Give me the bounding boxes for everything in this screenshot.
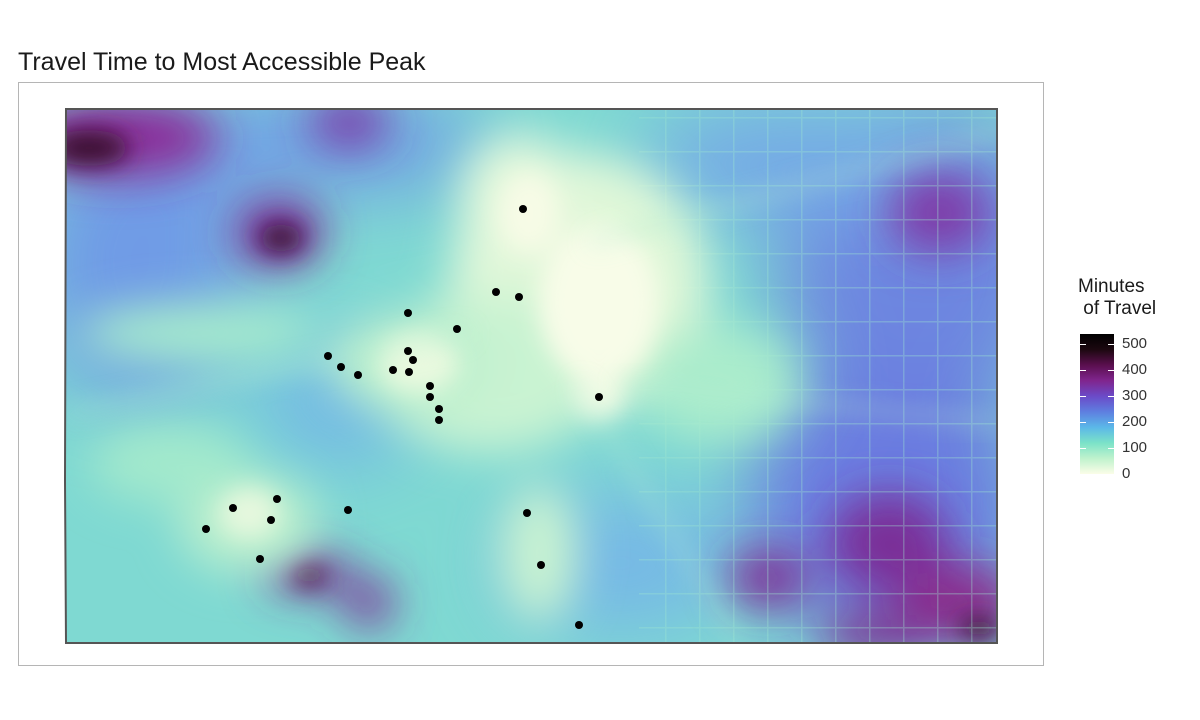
peak-marker bbox=[405, 368, 413, 376]
peak-marker bbox=[354, 371, 362, 379]
legend-tick-mark bbox=[1108, 396, 1114, 398]
peak-marker bbox=[202, 525, 210, 533]
peak-marker bbox=[404, 347, 412, 355]
legend-tick-label: 0 bbox=[1122, 465, 1131, 482]
peak-marker bbox=[426, 393, 434, 401]
peak-marker bbox=[389, 366, 397, 374]
legend-tick-label: 300 bbox=[1122, 387, 1148, 405]
peak-marker bbox=[337, 363, 345, 371]
peak-marker bbox=[575, 621, 583, 629]
legend-tick-mark bbox=[1080, 370, 1086, 372]
travel-time-surface bbox=[65, 109, 997, 643]
legend-tick-mark bbox=[1080, 474, 1086, 475]
peak-marker bbox=[324, 352, 332, 360]
legend-tick-mark bbox=[1080, 344, 1086, 346]
legend-tick-mark bbox=[1108, 344, 1114, 346]
legend-tick-label: 500 bbox=[1122, 335, 1148, 353]
legend-tick-mark bbox=[1080, 448, 1086, 450]
peak-markers bbox=[202, 205, 603, 629]
legend-tick-label: 400 bbox=[1122, 361, 1148, 379]
peak-marker bbox=[595, 393, 603, 401]
peak-marker bbox=[273, 495, 281, 503]
color-legend: Minutes of Travel 500 400 300 200 100 0 bbox=[1078, 276, 1188, 482]
legend-tick-mark bbox=[1080, 396, 1086, 398]
peak-marker bbox=[435, 416, 443, 424]
legend-tick-mark bbox=[1108, 474, 1114, 475]
peak-marker bbox=[537, 561, 545, 569]
peak-marker bbox=[256, 555, 264, 563]
highway-se bbox=[575, 380, 743, 643]
peak-marker bbox=[426, 382, 434, 390]
legend-tick-mark bbox=[1108, 448, 1114, 450]
state-border bbox=[63, 108, 998, 644]
peak-marker bbox=[344, 506, 352, 514]
peak-marker bbox=[453, 325, 461, 333]
legend-tick-label: 200 bbox=[1122, 413, 1148, 431]
legend-tick-mark bbox=[1108, 422, 1114, 424]
peak-marker bbox=[492, 288, 500, 296]
legend-tick-mark bbox=[1080, 422, 1086, 424]
legend-tick-mark bbox=[1108, 370, 1114, 372]
highway-west bbox=[65, 329, 470, 417]
peak-marker bbox=[409, 356, 417, 364]
peak-marker bbox=[267, 516, 275, 524]
legend-title: Minutes of Travel bbox=[1078, 276, 1157, 319]
peak-marker bbox=[435, 405, 443, 413]
highway-ne bbox=[587, 129, 997, 247]
map-title: Travel Time to Most Accessible Peak bbox=[18, 48, 426, 76]
brightest-regions bbox=[219, 173, 659, 538]
peak-marker bbox=[404, 309, 412, 317]
peak-marker bbox=[523, 509, 531, 517]
peak-marker bbox=[515, 293, 523, 301]
map-panel bbox=[18, 82, 1044, 666]
peak-marker bbox=[229, 504, 237, 512]
legend-tick-label: 100 bbox=[1122, 439, 1148, 457]
travel-time-map bbox=[63, 108, 998, 644]
peak-marker bbox=[519, 205, 527, 213]
highway-east bbox=[618, 379, 997, 427]
legend-colorbar bbox=[1080, 334, 1114, 474]
